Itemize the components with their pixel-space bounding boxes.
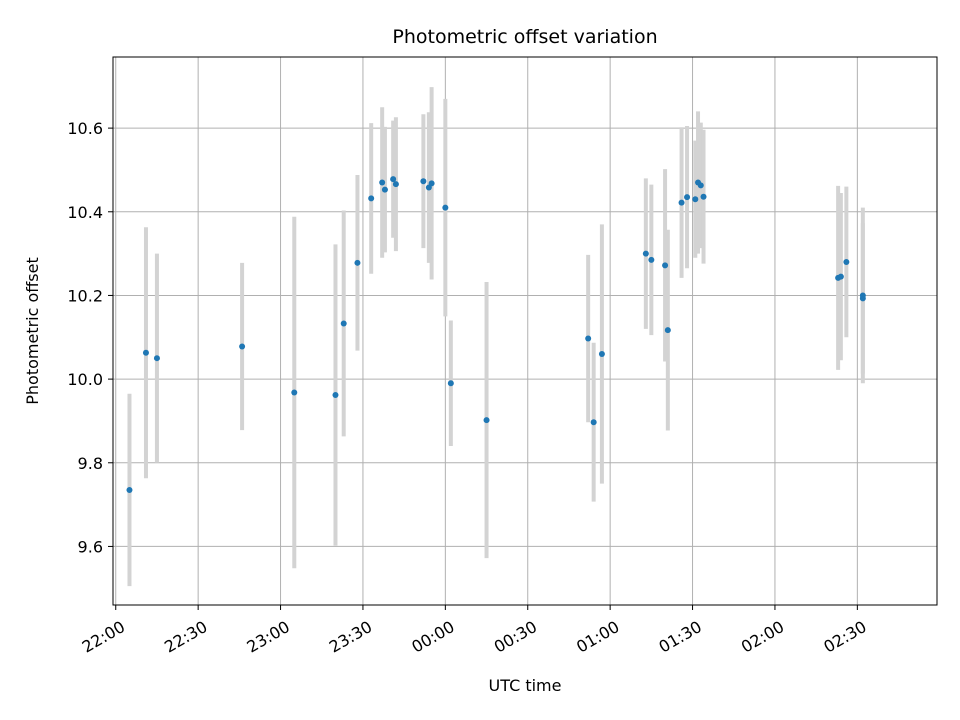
y-axis-ticks: 9.6 9.8 10.0 10.2 10.4 10.6 — [67, 119, 113, 556]
data-point — [420, 178, 427, 185]
data-point — [598, 351, 605, 358]
y-tick-label: 9.6 — [78, 537, 103, 556]
data-point — [692, 196, 699, 203]
data-points — [126, 176, 866, 493]
grid — [113, 57, 937, 605]
data-point — [843, 258, 850, 265]
x-axis-label: UTC time — [489, 676, 562, 695]
data-point — [859, 295, 866, 302]
data-point — [332, 392, 339, 399]
data-point — [153, 355, 160, 362]
data-point — [590, 419, 597, 426]
data-point — [368, 195, 375, 202]
data-point — [428, 180, 435, 187]
data-point — [390, 176, 397, 183]
data-point — [700, 193, 707, 200]
y-tick-label: 9.8 — [78, 454, 103, 473]
data-point — [684, 194, 691, 201]
y-tick-label: 10.4 — [67, 203, 103, 222]
data-point — [126, 486, 133, 493]
data-point — [379, 179, 386, 186]
chart-title: Photometric offset variation — [392, 26, 657, 48]
data-point — [442, 204, 449, 211]
data-point — [239, 343, 246, 350]
data-point — [291, 389, 298, 396]
data-point — [662, 262, 669, 269]
data-point — [678, 199, 685, 206]
data-point — [447, 380, 454, 387]
data-point — [354, 259, 361, 266]
data-point — [642, 250, 649, 257]
data-point — [142, 349, 149, 356]
data-point — [585, 335, 592, 342]
y-tick-label: 10.0 — [67, 370, 103, 389]
y-axis-label: Photometric offset — [23, 257, 42, 405]
data-point — [697, 182, 704, 189]
data-point — [837, 273, 844, 280]
data-point — [648, 256, 655, 263]
data-point — [392, 181, 399, 188]
y-tick-label: 10.6 — [67, 119, 103, 138]
y-tick-label: 10.2 — [67, 286, 103, 305]
data-point — [340, 320, 347, 327]
plot-frame — [112, 56, 938, 606]
data-point — [664, 327, 671, 334]
data-point — [381, 186, 388, 193]
data-point — [483, 417, 490, 424]
